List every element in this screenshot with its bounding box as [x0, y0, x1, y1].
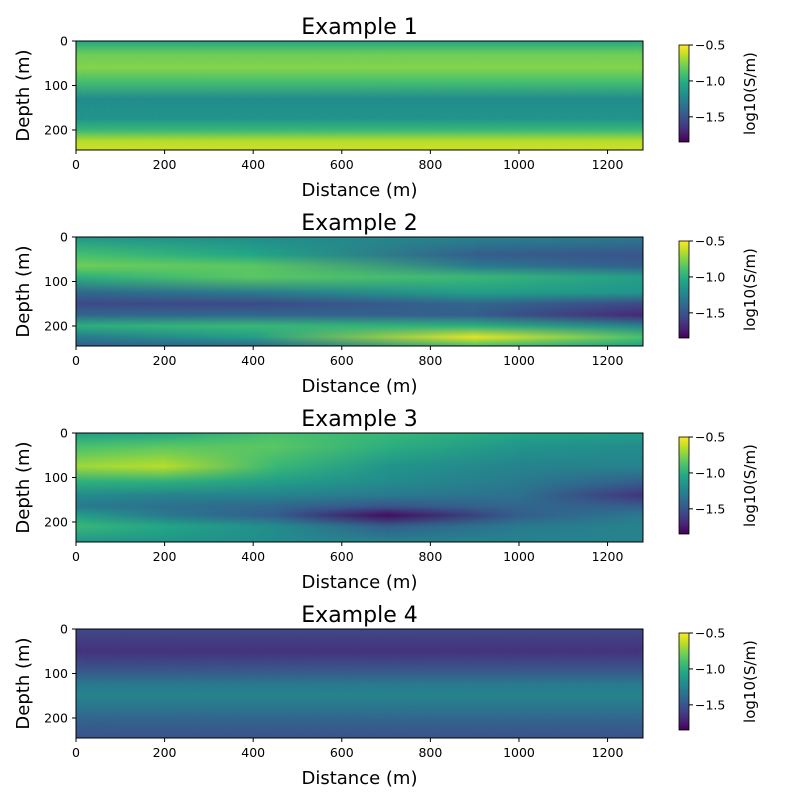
x-tick-label: 1000 — [503, 549, 535, 564]
x-tick-label: 800 — [418, 353, 442, 368]
colorbar: −0.5 −1.0 −1.5 log10(S/m) — [678, 38, 759, 143]
colorbar-scale — [678, 44, 690, 143]
x-axis-label: Distance (m) — [301, 180, 417, 201]
x-tick-label: 400 — [241, 745, 265, 760]
x-tick-label: 400 — [241, 549, 265, 564]
x-tick-label: 200 — [153, 157, 177, 172]
y-tick-label: 0 — [60, 426, 68, 441]
colorbar: −0.5 −1.0 −1.5 log10(S/m) — [678, 234, 759, 339]
x-tick-label: 1200 — [592, 549, 624, 564]
colorbar-tick-label: −1.0 — [695, 661, 725, 676]
y-tick-label: 100 — [44, 274, 68, 289]
x-tick-label: 1000 — [503, 745, 535, 760]
colorbar: −0.5 −1.0 −1.5 log10(S/m) — [678, 430, 759, 535]
plot-title: Example 2 — [301, 211, 417, 236]
axes-frame — [75, 628, 644, 739]
x-tick-label: 600 — [330, 353, 354, 368]
colorbar-tick-label: −1.0 — [695, 465, 725, 480]
y-tick-label: 0 — [60, 622, 68, 637]
colorbar-tick-label: −1.0 — [695, 73, 725, 88]
heatmap — [76, 237, 643, 346]
x-tick-label: 1200 — [592, 157, 624, 172]
x-tick-label: 1000 — [503, 353, 535, 368]
plot-title: Example 4 — [301, 603, 417, 628]
plot-title: Example 1 — [301, 15, 417, 40]
subplot-2: Example 2 0 200 400 600 800 1000 1200 0 100 200 Dis… — [13, 211, 759, 397]
heatmap — [76, 433, 643, 542]
colorbar-label: log10(S/m) — [741, 640, 759, 723]
colorbar-scale — [678, 436, 690, 535]
y-tick-label: 100 — [44, 470, 68, 485]
y-tick-label: 100 — [44, 666, 68, 681]
y-tick-label: 0 — [60, 34, 68, 49]
x-axis-label: Distance (m) — [301, 768, 417, 789]
y-axis-label: Depth (m) — [13, 49, 34, 141]
colorbar-label: log10(S/m) — [741, 52, 759, 135]
x-tick-label: 1200 — [592, 353, 624, 368]
plot-title: Example 3 — [301, 407, 417, 432]
heatmap — [76, 629, 643, 738]
colorbar-label: log10(S/m) — [741, 248, 759, 331]
x-tick-label: 1200 — [592, 745, 624, 760]
x-tick-label: 600 — [330, 157, 354, 172]
x-tick-label: 200 — [153, 549, 177, 564]
y-tick-label: 200 — [44, 710, 68, 725]
heatmap — [76, 41, 643, 150]
y-axis-label: Depth (m) — [13, 245, 34, 337]
y-axis-label: Depth (m) — [13, 637, 34, 729]
x-tick-label: 0 — [72, 745, 80, 760]
colorbar-tick-label: −0.5 — [695, 234, 725, 249]
x-tick-label: 200 — [153, 745, 177, 760]
colorbar-tick-label: −1.5 — [695, 109, 725, 124]
x-tick-label: 600 — [330, 745, 354, 760]
x-tick-label: 200 — [153, 353, 177, 368]
colorbar: −0.5 −1.0 −1.5 log10(S/m) — [678, 626, 759, 731]
subplot-4: Example 4 0 200 400 600 800 1000 1200 0 100 200 Dis… — [13, 603, 759, 789]
x-axis-label: Distance (m) — [301, 572, 417, 593]
colorbar-tick-label: −1.0 — [695, 269, 725, 284]
x-tick-label: 400 — [241, 157, 265, 172]
x-axis-label: Distance (m) — [301, 376, 417, 397]
axes-frame — [75, 432, 644, 543]
y-tick-label: 200 — [44, 318, 68, 333]
colorbar-tick-label: −1.5 — [695, 305, 725, 320]
colorbar-tick-label: −1.5 — [695, 501, 725, 516]
y-tick-label: 200 — [44, 514, 68, 529]
x-tick-label: 0 — [72, 157, 80, 172]
y-tick-label: 100 — [44, 78, 68, 93]
y-tick-label: 0 — [60, 230, 68, 245]
subplot-1: Example 1 0 200 400 600 800 1000 1200 0 100 200 Dis… — [13, 15, 759, 201]
x-tick-label: 0 — [72, 549, 80, 564]
x-tick-label: 800 — [418, 157, 442, 172]
x-tick-label: 600 — [330, 549, 354, 564]
x-tick-label: 800 — [418, 549, 442, 564]
colorbar-scale — [678, 632, 690, 731]
colorbar-scale — [678, 240, 690, 339]
colorbar-tick-label: −0.5 — [695, 430, 725, 445]
y-axis-label: Depth (m) — [13, 441, 34, 533]
colorbar-tick-label: −1.5 — [695, 697, 725, 712]
x-tick-label: 800 — [418, 745, 442, 760]
y-tick-label: 200 — [44, 122, 68, 137]
colorbar-tick-label: −0.5 — [695, 626, 725, 641]
axes-frame — [75, 236, 644, 347]
x-tick-label: 1000 — [503, 157, 535, 172]
subplot-3: Example 3 0 200 400 600 800 1000 1200 0 100 200 Dis… — [13, 407, 759, 593]
colorbar-label: log10(S/m) — [741, 444, 759, 527]
axes-frame — [75, 40, 644, 151]
x-tick-label: 0 — [72, 353, 80, 368]
colorbar-tick-label: −0.5 — [695, 38, 725, 53]
x-tick-label: 400 — [241, 353, 265, 368]
